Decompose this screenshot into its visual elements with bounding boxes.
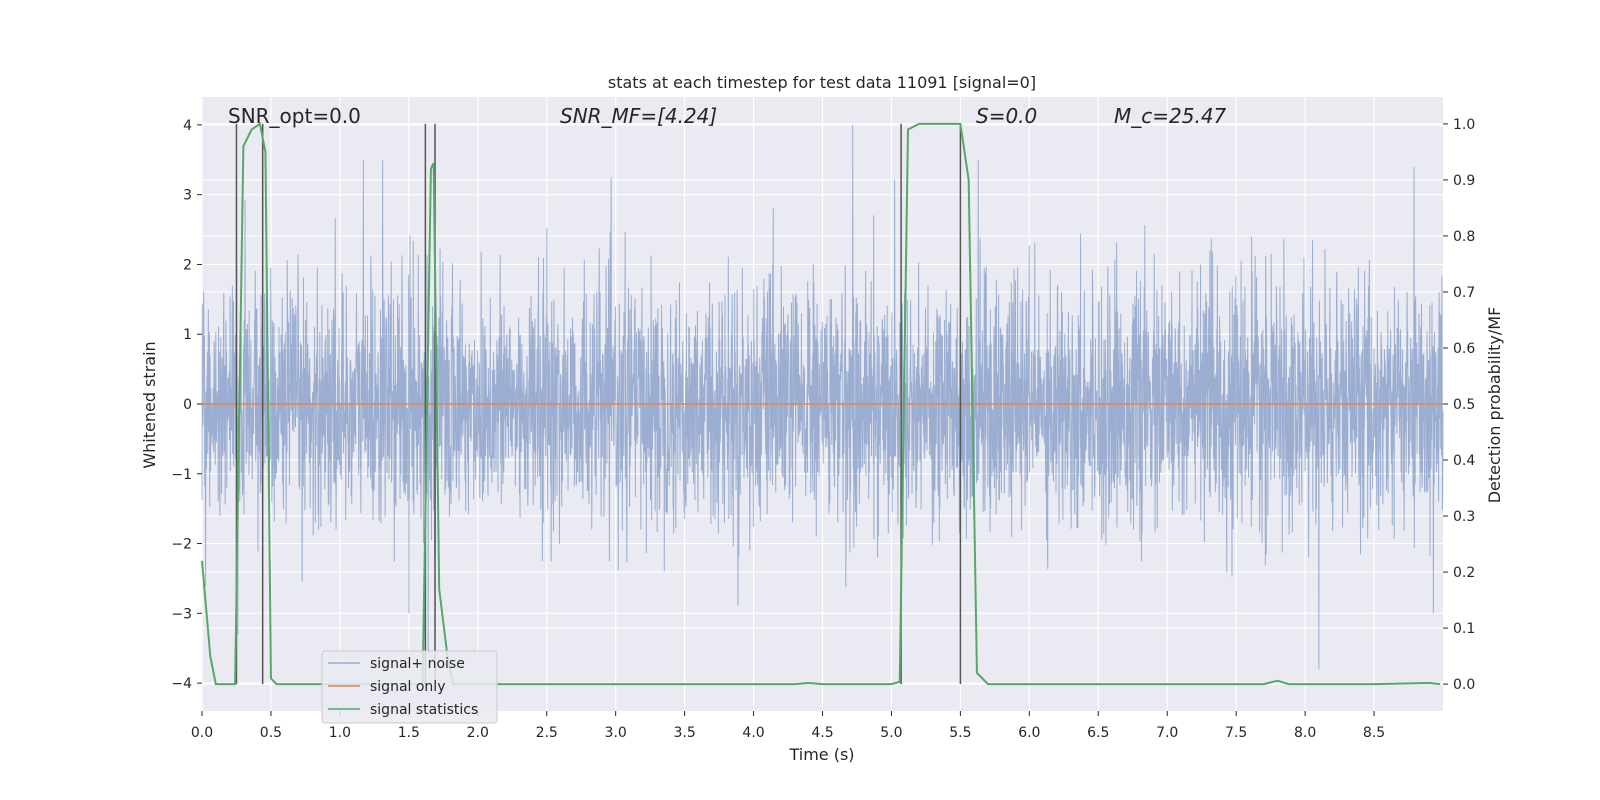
y-tick-label: −4 — [171, 676, 192, 692]
x-tick-label: 7.5 — [1225, 725, 1247, 741]
y2-tick-label: 1.0 — [1453, 117, 1475, 133]
x-tick-label: 5.0 — [880, 725, 902, 741]
y2-axis-label: Detection probability/MF — [1485, 307, 1504, 504]
x-tick-label: 8.0 — [1294, 725, 1316, 741]
annotation-snr-opt: SNR_opt=0.0 — [228, 104, 361, 128]
chart-title: stats at each timestep for test data 110… — [608, 73, 1036, 92]
x-tick-label: 4.0 — [742, 725, 764, 741]
y-tick-label: −1 — [171, 467, 192, 483]
signal-statistics-line — [201, 122, 1441, 686]
y2-tick-label: 0.4 — [1453, 453, 1475, 469]
x-axis-label: Time (s) — [788, 745, 854, 764]
annotation-snr-mf: SNR_MF=[4.24] — [560, 104, 717, 128]
y2-tick-label: 0.0 — [1453, 677, 1475, 693]
y-axis-ticks: 4 3 2 1 0 −1 −2 −3 −4 — [171, 118, 202, 692]
annotation-s: S=0.0 — [976, 104, 1037, 128]
x-tick-label: 0.0 — [191, 725, 213, 741]
x-tick-label: 0.5 — [260, 725, 282, 741]
x-tick-label: 5.5 — [949, 725, 971, 741]
legend-label-signal-noise: signal+ noise — [370, 656, 465, 672]
x-tick-label: 3.0 — [605, 725, 627, 741]
y2-tick-label: 0.8 — [1453, 229, 1475, 245]
x-tick-label: 2.0 — [467, 725, 489, 741]
x-tick-label: 1.0 — [329, 725, 351, 741]
y2-axis-ticks: 1.0 0.9 0.8 0.7 0.6 0.5 0.4 0.3 0.2 0.1 0.0 — [1443, 117, 1475, 693]
annotations: SNR_opt=0.0 SNR_MF=[4.24] S=0.0 M_c=25.4… — [228, 104, 1227, 128]
annotation-mc: M_c=25.47 — [1114, 104, 1227, 128]
x-tick-label: 3.5 — [673, 725, 695, 741]
y2-tick-label: 0.3 — [1453, 509, 1475, 525]
y2-tick-label: 0.9 — [1453, 173, 1475, 189]
y-axis-label: Whitened strain — [140, 341, 159, 468]
series-signal-noise — [201, 124, 1444, 670]
y2-tick-label: 0.1 — [1453, 621, 1475, 637]
legend-box — [321, 650, 498, 724]
x-tick-label: 1.5 — [398, 725, 420, 741]
x-tick-label: 6.5 — [1087, 725, 1109, 741]
y2-tick-label: 0.5 — [1453, 397, 1475, 413]
signal-noise-line — [201, 124, 1444, 670]
y-tick-label: −3 — [171, 606, 192, 622]
x-tick-label: 6.0 — [1018, 725, 1040, 741]
y-tick-label: 3 — [183, 188, 192, 204]
y2-tick-label: 0.2 — [1453, 565, 1475, 581]
y2-tick-label: 0.6 — [1453, 341, 1475, 357]
y-tick-label: 1 — [183, 327, 192, 343]
legend-label-signal-statistics: signal statistics — [370, 702, 478, 718]
x-tick-label: 2.5 — [536, 725, 558, 741]
y-tick-label: 4 — [183, 118, 192, 134]
x-axis-ticks: 0.0 0.5 1.0 1.5 2.0 2.5 3.0 3.5 4.0 4.5 5.0 5.5 6.0 6… — [191, 711, 1385, 741]
x-tick-label: 8.5 — [1363, 725, 1385, 741]
x-tick-label: 4.5 — [811, 725, 833, 741]
y-tick-label: 2 — [183, 257, 192, 273]
series-signal-statistics — [201, 122, 1441, 686]
y2-tick-label: 0.7 — [1453, 285, 1475, 301]
y-tick-label: −2 — [171, 537, 192, 553]
legend: signal+ noise signal only signal statist… — [321, 650, 498, 724]
legend-label-signal-only: signal only — [370, 679, 445, 695]
x-tick-label: 7.0 — [1156, 725, 1178, 741]
y-tick-label: 0 — [183, 397, 192, 413]
